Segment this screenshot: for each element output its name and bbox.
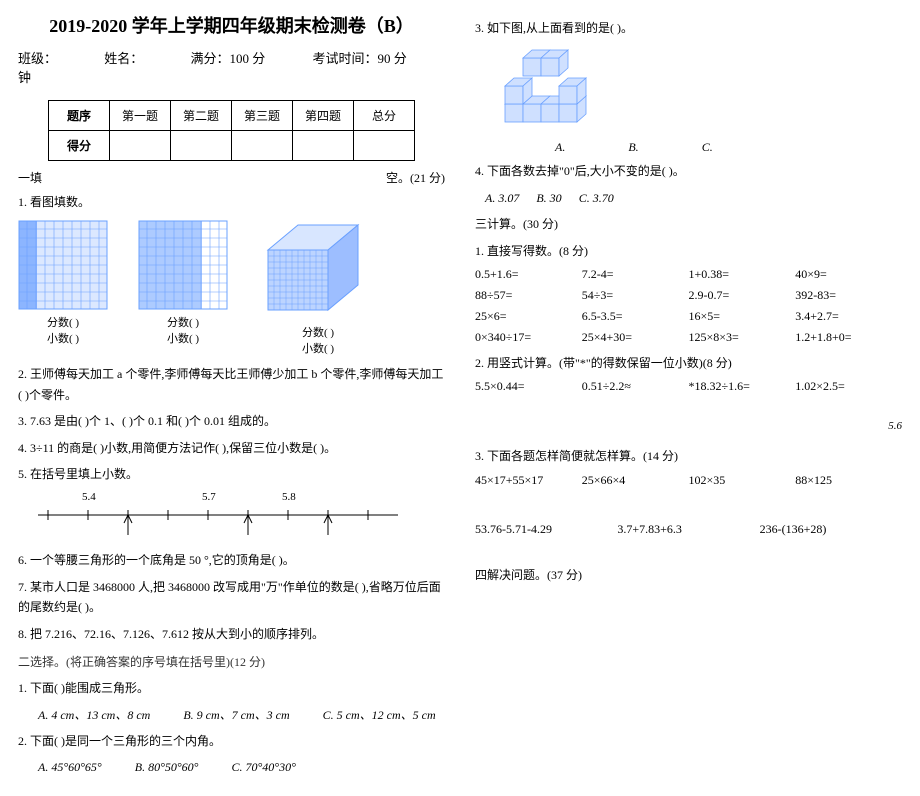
fill-right: 空。(21 分) <box>386 169 445 186</box>
opt-b: B. <box>628 140 638 154</box>
score-label: 得分 <box>49 131 110 161</box>
caption: 分数( )小数( ) <box>258 324 378 356</box>
q5: 5. 在括号里填上小数。 <box>18 464 445 484</box>
calc-item: 2.9-0.7= <box>689 288 796 303</box>
calc-item: 16×5= <box>689 309 796 324</box>
blank-cell <box>110 131 171 161</box>
number-line: 5.4 5.7 5.8 <box>18 490 445 540</box>
calc-item: 5.5×0.44= <box>475 379 582 394</box>
blank-cell <box>354 131 415 161</box>
calc-item: 88÷57= <box>475 288 582 303</box>
calc-item: 7.2-4= <box>582 267 689 282</box>
s2-q1: 1. 下面( )能围成三角形。 <box>18 678 445 698</box>
section2-header: 二选择。(将正确答案的序号填在括号里)(12 分) <box>18 652 445 672</box>
header-cell: 第一题 <box>110 101 171 131</box>
calc-item: 25×4+30= <box>582 330 689 345</box>
q2: 2. 王师傅每天加工 a 个零件,李师傅每天比王师傅少加工 b 个零件,李师傅每… <box>18 364 445 405</box>
score-table: 题序 第一题 第二题 第三题 第四题 总分 得分 <box>48 100 415 161</box>
nl-label: 5.8 <box>282 491 296 503</box>
nl-label: 5.7 <box>202 491 216 503</box>
calc-item: 25×6= <box>475 309 582 324</box>
fig3: 分数( )小数( ) <box>258 220 378 356</box>
calc-item: *18.32÷1.6= <box>689 379 796 394</box>
calc-item: 1.2+1.8+0= <box>795 330 902 345</box>
calc3-title: 3. 下面各题怎样简便就怎样算。(14 分) <box>475 446 902 466</box>
grid-square-icon <box>18 220 108 310</box>
calc-item: 0×340÷17= <box>475 330 582 345</box>
calc-item: 6.5-3.5= <box>582 309 689 324</box>
s2-q1-opts: A. 4 cm、13 cm、8 cm B. 9 cm、7 cm、3 cm C. … <box>18 705 445 725</box>
r-q4-opts: A. 3.07 B. 30 C. 3.70 <box>475 188 902 208</box>
cube-figure <box>475 44 902 134</box>
r-q3-opts: A. B. C. <box>555 140 902 155</box>
stray-56: 5.6 <box>475 420 902 432</box>
calc-item: 3.7+7.83+6.3 <box>617 522 759 537</box>
caption: 分数( )小数( ) <box>18 314 108 346</box>
grid-square-icon <box>138 220 228 310</box>
blank-cell <box>293 131 354 161</box>
blank-cell <box>232 131 293 161</box>
header-cell: 第三题 <box>232 101 293 131</box>
opt-a: A. <box>555 140 565 154</box>
meta-row: 班级： 姓名： 满分：100 分 考试时间：90 分钟 <box>18 48 445 86</box>
fig1: 分数( )小数( ) <box>18 220 108 356</box>
q1-title: 1. 看图填数。 <box>18 192 445 212</box>
calc1-title: 1. 直接写得数。(8 分) <box>475 241 902 261</box>
s2-q2: 2. 下面( )是同一个三角形的三个内角。 <box>18 731 445 751</box>
r-q3: 3. 如下图,从上面看到的是( )。 <box>475 18 902 38</box>
right-column: 3. 如下图,从上面看到的是( )。 <box>475 12 902 784</box>
calc-item: 54÷3= <box>582 288 689 303</box>
nl-label: 5.4 <box>82 491 96 503</box>
calc-item: 25×66×4 <box>582 473 689 488</box>
class-label: 班级： <box>18 51 57 66</box>
numberline-icon: 5.4 5.7 5.8 <box>18 490 418 540</box>
section3: 三计算。(30 分) <box>475 214 902 234</box>
left-column: 2019-2020 学年上学期四年级期末检测卷（B） 班级： 姓名： 满分：10… <box>18 12 445 784</box>
calc2-grid: 5.5×0.44= 0.51÷2.2≈ *18.32÷1.6= 1.02×2.5… <box>475 379 902 394</box>
calc-item: 53.76-5.71-4.29 <box>475 522 617 537</box>
calc-item: 45×17+55×17 <box>475 473 582 488</box>
cube-icon <box>258 220 378 320</box>
header-cell: 第四题 <box>293 101 354 131</box>
opt-c: C. <box>702 140 713 154</box>
q6: 6. 一个等腰三角形的一个底角是 50 °,它的顶角是( )。 <box>18 550 445 570</box>
blank-cell <box>171 131 232 161</box>
full-score: 满分：100 分 <box>191 51 266 66</box>
calc-item: 236-(136+28) <box>760 522 902 537</box>
q4: 4. 3÷11 的商是( )小数,用简便方法记作( ),保留三位小数是( )。 <box>18 438 445 458</box>
calc-item: 102×35 <box>689 473 796 488</box>
q8: 8. 把 7.216、72.16、7.126、7.612 按从大到小的顺序排列。 <box>18 624 445 644</box>
table-row: 题序 第一题 第二题 第三题 第四题 总分 <box>49 101 415 131</box>
fill-header: 一填 空。(21 分) <box>18 169 445 186</box>
calc-item: 88×125 <box>795 473 902 488</box>
calc3-row1: 45×17+55×17 25×66×4 102×35 88×125 <box>475 473 902 488</box>
figure-row: 分数( )小数( ) 分数( )小数( ) <box>18 220 445 356</box>
fig2: 分数( )小数( ) <box>138 220 228 356</box>
calc-item: 0.5+1.6= <box>475 267 582 282</box>
calc-item: 40×9= <box>795 267 902 282</box>
s2-q2-opts: A. 45°60°65° B. 80°50°60° C. 70°40°30° <box>18 757 445 777</box>
calc-item: 0.51÷2.2≈ <box>582 379 689 394</box>
q7: 7. 某市人口是 3468000 人,把 3468000 改写成用"万"作单位的… <box>18 577 445 618</box>
calc-item: 1.02×2.5= <box>795 379 902 394</box>
calc-item: 1+0.38= <box>689 267 796 282</box>
calc1-grid: 0.5+1.6= 7.2-4= 1+0.38= 40×9= 88÷57= 54÷… <box>475 267 902 345</box>
r-q4: 4. 下面各数去掉"0"后,大小不变的是( )。 <box>475 161 902 181</box>
header-cell: 第二题 <box>171 101 232 131</box>
table-row: 得分 <box>49 131 415 161</box>
calc-item: 392-83= <box>795 288 902 303</box>
name-label: 姓名： <box>104 51 143 66</box>
cubes-icon <box>475 44 615 134</box>
section4: 四解决问题。(37 分) <box>475 565 902 585</box>
q3: 3. 7.63 是由( )个 1、( )个 0.1 和( )个 0.01 组成的… <box>18 411 445 431</box>
calc3-row2: 53.76-5.71-4.29 3.7+7.83+6.3 236-(136+28… <box>475 522 902 537</box>
fill-left: 一填 <box>18 169 42 186</box>
calc-item: 3.4+2.7= <box>795 309 902 324</box>
exam-title: 2019-2020 学年上学期四年级期末检测卷（B） <box>18 12 445 38</box>
header-cell: 题序 <box>49 101 110 131</box>
caption: 分数( )小数( ) <box>138 314 228 346</box>
calc2-title: 2. 用竖式计算。(带"*"的得数保留一位小数)(8 分) <box>475 353 902 373</box>
calc-item: 125×8×3= <box>689 330 796 345</box>
header-cell: 总分 <box>354 101 415 131</box>
